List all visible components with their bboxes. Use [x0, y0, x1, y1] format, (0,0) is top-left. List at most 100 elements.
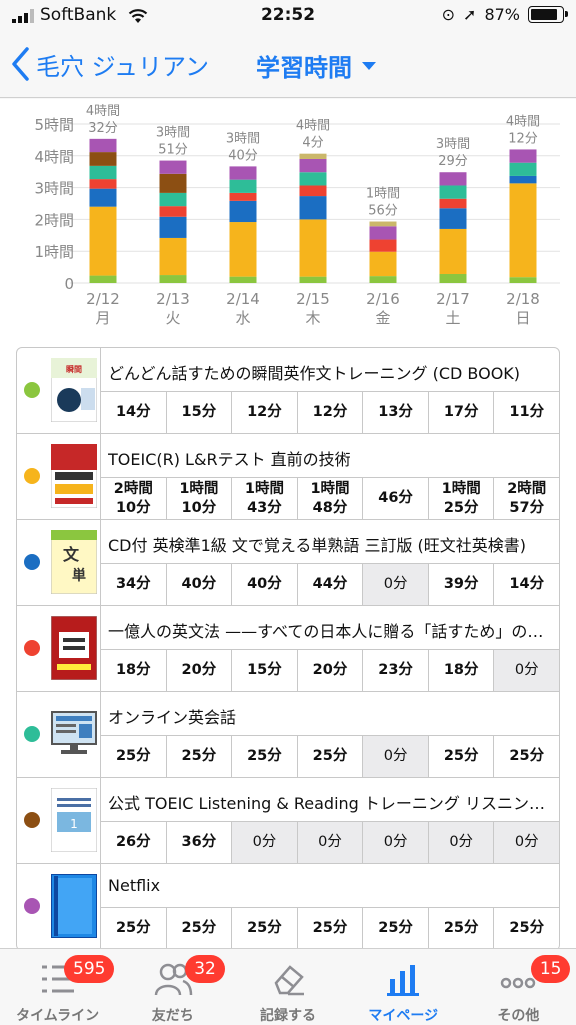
battery-icon [528, 6, 568, 23]
bar-segment [509, 162, 537, 176]
color-dot-column [17, 434, 45, 519]
bar-segment [299, 276, 327, 283]
period-selector[interactable]: 学習時間 [256, 48, 376, 83]
tab-friends[interactable]: 友だち 32 [115, 949, 230, 1024]
material-body: オンライン英会話 25分 25分 25分 25分 0分 25分 25分 [101, 692, 559, 777]
bar-segment [89, 138, 117, 153]
daily-time-cell: 0分 [362, 736, 428, 777]
daily-time-cell: 18分 [427, 650, 494, 691]
material-row[interactable]: オンライン英会話 25分 25分 25分 25分 0分 25分 25分 [17, 692, 559, 778]
material-row[interactable]: 文単 CD付 英検準1級 文で覚える単熟語 三訂版 (旺文社英検書) 34分 40分 4… [17, 520, 559, 606]
x-tick-day: 日 [515, 309, 530, 327]
material-thumbnail: 瞬間 [45, 348, 101, 433]
daily-time-cell: 20分 [296, 650, 363, 691]
bar-segment [159, 160, 187, 174]
daily-time-cell: 0分 [427, 822, 494, 863]
bar-total-label: 29分 [438, 154, 468, 169]
bar-total-label: 12分 [508, 131, 538, 146]
daily-time-cell: 12分 [296, 392, 363, 433]
x-tick-date: 2/17 [436, 290, 470, 308]
material-name: オンライン英会話 [108, 708, 237, 727]
material-row[interactable]: 1 公式 TOEIC Listening & Reading トレーニング リスニ… [17, 778, 559, 864]
daily-time-cell: 0分 [362, 822, 428, 863]
bar-segment [229, 166, 257, 180]
bar-segment [439, 185, 467, 199]
tab-list[interactable]: タイムライン 595 [0, 949, 115, 1024]
color-dot-column [17, 692, 45, 777]
rotation-lock-icon: ⊙ [441, 5, 456, 24]
notification-badge: 32 [185, 955, 225, 983]
x-tick-date: 2/16 [366, 290, 400, 308]
y-tick-label: 2時間 [34, 211, 74, 229]
bar-segment [229, 179, 257, 193]
x-tick-day: 土 [445, 309, 460, 327]
material-color-dot [24, 812, 40, 828]
material-color-dot [24, 382, 40, 398]
material-thumbnail [45, 692, 101, 777]
carrier-label: SoftBank [40, 5, 117, 25]
tab-more[interactable]: その他 15 [461, 949, 576, 1024]
back-button[interactable]: 毛穴 ジュリアン [10, 46, 209, 82]
daily-time-cell: 1時間 43分 [231, 478, 297, 519]
daily-time-cell: 0分 [362, 564, 428, 605]
daily-time-cells: 25分 25分 25分 25分 0分 25分 25分 [101, 735, 559, 777]
material-body: TOEIC(R) L&Rテスト 直前の技術 2時間 10分 1時間 10分 1時間 43分 1… [101, 434, 559, 519]
color-dot-column [17, 348, 45, 433]
materials-list: 瞬間 どんどん話すための瞬間英作文トレーニング (CD BOOK) 14分 15分 12… [16, 347, 560, 949]
bar-segment [159, 192, 187, 207]
bar-segment [439, 208, 467, 229]
material-name: どんどん話すための瞬間英作文トレーニング (CD BOOK) [108, 364, 521, 383]
daily-time-cell: 20分 [165, 650, 232, 691]
daily-time-cell: 26分 [115, 834, 151, 850]
book-cover-icon: 文単 [50, 529, 98, 595]
eraser-icon [268, 961, 308, 997]
daily-time-cell: 36分 [165, 822, 232, 863]
study-time-chart: 0 1時間 2時間 3時間 4時間 5時間 4時間 32分 2/12 月 3時間 51分 2/13 火 3時… [0, 99, 576, 335]
material-row[interactable]: 一億人の英文法 ——すべての日本人に贈る「話すため」の… 18分 20分 15分 20分… [17, 606, 559, 692]
material-body: CD付 英検準1級 文で覚える単熟語 三訂版 (旺文社英検書) 34分 40分 40分… [101, 520, 559, 605]
bar-segment [369, 239, 397, 252]
bar-segment [509, 175, 537, 184]
materials-list-container[interactable]: 瞬間 どんどん話すための瞬間英作文トレーニング (CD BOOK) 14分 15分 12… [0, 335, 576, 949]
daily-time-cell: 40分 [165, 564, 232, 605]
daily-time-cell: 1時間 10分 [165, 478, 232, 519]
tab-label: タイムライン [16, 1008, 100, 1024]
bar-segment [159, 237, 187, 276]
material-name: TOEIC(R) L&Rテスト 直前の技術 [108, 450, 351, 469]
material-thumbnail [45, 606, 101, 691]
bar-total-label: 1時間 [366, 187, 400, 202]
daily-time-cell: 34分 [115, 576, 151, 592]
daily-time-cell: 0分 [493, 650, 559, 691]
material-color-dot [24, 640, 40, 656]
material-row[interactable]: Netflix 25分 25分 25分 25分 25分 25分 25分 [17, 864, 559, 949]
y-tick-label: 4時間 [34, 148, 74, 166]
bar-total-label: 40分 [228, 148, 258, 163]
bar-segment [89, 165, 117, 180]
material-name: 公式 TOEIC Listening & Reading トレーニング リスニン… [108, 794, 546, 813]
material-color-dot [24, 554, 40, 570]
tab-bar-chart[interactable]: マイページ [346, 949, 461, 1024]
bar-segment [439, 228, 467, 274]
color-dot-column [17, 864, 45, 949]
bar-segment [369, 226, 397, 240]
bar-segment [89, 206, 117, 276]
daily-time-cell: 1時間 48分 [296, 478, 363, 519]
book-cover-icon: 1 [50, 787, 98, 853]
bar-total-label: 3時間 [226, 131, 260, 146]
bar-total-label: 56分 [368, 204, 398, 219]
location-icon: ➚ [463, 5, 477, 24]
daily-time-cell: 25分 [296, 908, 363, 949]
bar-segment [89, 152, 117, 166]
material-name: 一億人の英文法 ——すべての日本人に贈る「話すため」の… [108, 622, 544, 641]
material-name: CD付 英検準1級 文で覚える単熟語 三訂版 (旺文社英検書) [108, 536, 527, 555]
bar-segment [439, 172, 467, 186]
book-cover-icon: 瞬間 [50, 357, 98, 423]
material-row[interactable]: TOEIC(R) L&Rテスト 直前の技術 2時間 10分 1時間 10分 1時間 43分 1… [17, 434, 559, 520]
tab-eraser[interactable]: 記録する [230, 949, 345, 1024]
book-cover-icon [50, 615, 98, 681]
x-tick-day: 金 [375, 309, 390, 327]
bar-total-label: 3時間 [156, 126, 190, 141]
page-title: 学習時間 [256, 54, 352, 82]
material-row[interactable]: 瞬間 どんどん話すための瞬間英作文トレーニング (CD BOOK) 14分 15分 12… [17, 348, 559, 434]
daily-time-cell: 25分 [296, 736, 363, 777]
